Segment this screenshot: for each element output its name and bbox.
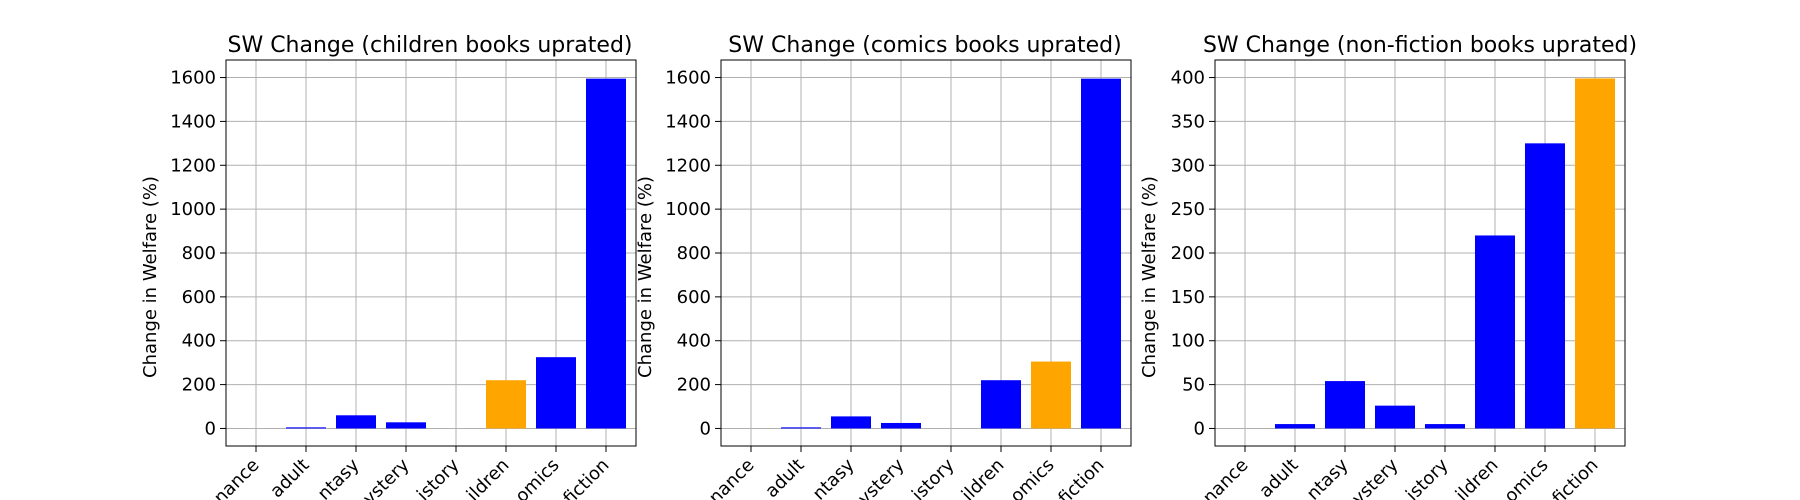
y-tick-label: 0 [700,418,711,439]
bar-children [1475,235,1515,429]
x-tick-label: ntasy [1303,454,1353,500]
x-tick-label: istory [413,454,464,500]
y-tick-label: 0 [1194,418,1205,439]
bar-non-fiction [586,78,626,429]
y-tick-label: 1400 [170,111,216,132]
y-tick-label: 100 [1171,331,1205,352]
x-tick-label: adult [1255,455,1302,500]
y-tick-label: 800 [182,243,216,264]
x-tick-label: ildren [1452,455,1503,500]
x-tick-label: nance [705,455,759,500]
y-ticks: 0 200 400 600 800 1000 1200 1400 1600 [665,68,721,439]
bar-young-adult [781,427,821,429]
x-tick-label: ildren [958,455,1009,500]
bar-comics [1031,361,1071,429]
y-tick-label: 300 [1171,155,1205,176]
y-tick-label: 1000 [665,199,711,220]
y-tick-label: 600 [182,287,216,308]
x-tick-label: ildren [463,455,514,500]
x-tick-label: omics [511,455,563,500]
y-ticks: 0 200 400 600 800 1000 1200 1400 1600 [170,68,226,439]
chart-panel-non-fiction: SW Change (non-fiction books uprated) Ch… [1139,33,1637,500]
y-tick-label: 150 [1171,287,1205,308]
bars [1275,78,1615,429]
x-tick-label: omics [1500,455,1552,500]
bar-mystery [386,422,426,429]
bar-children [981,380,1021,429]
grid [721,60,1131,446]
y-tick-label: 400 [182,331,216,352]
bar-mystery [881,422,921,429]
bar-comics [1525,143,1565,429]
y-tick-label: 400 [677,331,711,352]
bar-mystery [1375,405,1415,429]
x-tick-label: adult [761,455,808,500]
chart-title: SW Change (non-fiction books uprated) [1203,33,1637,58]
x-tick-label: fiction [559,455,613,500]
y-tick-label: 0 [205,418,216,439]
y-tick-label: 350 [1171,111,1205,132]
y-tick-label: 1200 [665,155,711,176]
y-axis-label: Change in Welfare (%) [140,176,161,378]
bar-fantasy [831,416,871,429]
bar-non-fiction [1081,78,1121,429]
x-tick-label: nance [210,455,264,500]
y-ticks: 0 50 100 150 200 250 300 350 400 [1171,68,1215,439]
bar-children [486,380,526,429]
y-tick-label: 1400 [665,111,711,132]
x-tick-label: istory [1402,454,1453,500]
bar-non-fiction [1575,78,1615,429]
y-tick-label: 250 [1171,199,1205,220]
y-tick-label: 1600 [170,68,216,89]
x-tick-label: ntasy [314,454,364,500]
chart-title: SW Change (comics books uprated) [728,33,1121,58]
y-tick-label: 800 [677,243,711,264]
y-axis-label: Change in Welfare (%) [635,176,656,378]
bar-fantasy [336,415,376,429]
y-tick-label: 400 [1171,68,1205,89]
x-tick-label: ntasy [809,454,859,500]
bar-young-adult [286,427,326,429]
bars [286,78,626,429]
bar-fantasy [1325,381,1365,429]
bars [781,78,1121,429]
x-tick-label: fiction [1548,455,1602,500]
y-tick-label: 1200 [170,155,216,176]
y-tick-label: 50 [1182,375,1205,396]
chart-title: SW Change (children books uprated) [227,33,632,58]
x-tick-label: omics [1006,455,1058,500]
y-tick-label: 1000 [170,199,216,220]
y-tick-label: 200 [1171,243,1205,264]
x-tick-label: fiction [1054,455,1108,500]
x-tick-label: nance [1199,455,1253,500]
chart-panel-comics: SW Change (comics books uprated) Change … [635,33,1132,500]
bar-comics [536,357,576,429]
x-tick-label: istory [908,454,959,500]
x-tick-label: ystery [1348,454,1403,500]
y-axis-label: Change in Welfare (%) [1139,176,1160,378]
x-tick-label: adult [266,455,313,500]
chart-panel-children: SW Change (children books uprated) Chang… [140,33,637,500]
y-tick-label: 200 [182,375,216,396]
bar-history [1425,424,1465,429]
y-tick-label: 200 [677,375,711,396]
x-tick-label: ystery [854,454,909,500]
x-tick-label: ystery [359,454,414,500]
y-tick-label: 600 [677,287,711,308]
y-tick-label: 1600 [665,68,711,89]
bar-young-adult [1275,424,1315,429]
